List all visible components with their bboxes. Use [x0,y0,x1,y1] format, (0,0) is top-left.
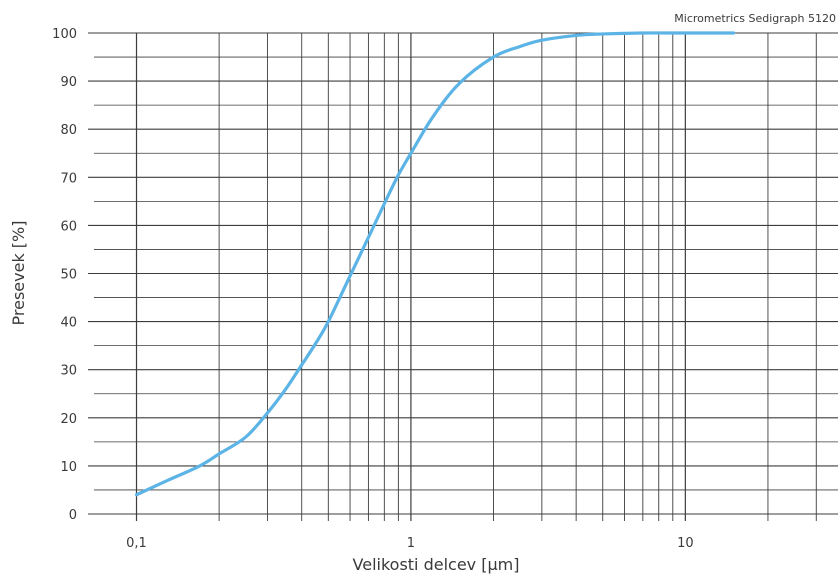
y-tick-label: 0 [69,508,77,523]
y-tick-labels: 0 10 20 30 40 50 60 70 80 90 100 [52,27,77,523]
y-tick-label: 20 [60,412,77,427]
y-tick-label: 80 [60,123,77,138]
vertical-gridlines [137,33,817,521]
y-tick-label: 90 [60,75,77,90]
y-tick-label: 40 [60,316,77,331]
x-tick-label: 1 [407,536,415,551]
x-tick-label: 0,1 [126,536,147,551]
instrument-annotation: Micrometrics Sedigraph 5120 [674,12,836,25]
x-axis-title: Velikosti delcev [µm] [353,555,520,574]
x-tick-labels: 0,1 1 10 [126,536,693,551]
y-axis-title: Presevek [%] [9,221,28,326]
cumulative-curve [137,33,734,495]
y-tick-label: 30 [60,364,77,379]
y-tick-label: 70 [60,171,77,186]
horizontal-gridlines [88,33,838,514]
y-tick-label: 100 [52,27,77,42]
x-tick-label: 10 [677,536,694,551]
y-tick-label: 50 [60,268,77,283]
y-tick-label: 10 [60,460,77,475]
y-tick-label: 60 [60,219,77,234]
